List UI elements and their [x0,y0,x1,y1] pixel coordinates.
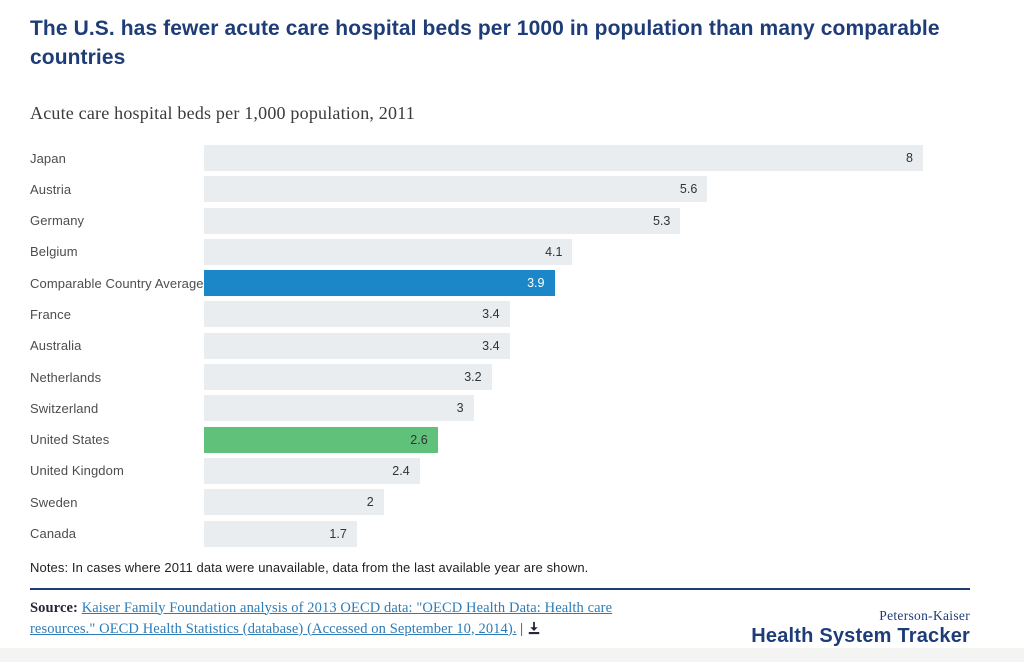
chart-row: Australia 3.4 [30,332,923,359]
bar-track: 2 [204,489,923,516]
bar-sweden: 2 [204,489,384,516]
category-label: Canada [30,526,77,542]
bar-netherlands: 3.2 [204,364,492,391]
category-label: Germany [30,213,85,229]
brand-logo: Peterson-Kaiser Health System Tracker [751,598,970,648]
bar-value-label: 3.9 [527,276,545,291]
page-title: The U.S. has fewer acute care hospital b… [30,17,940,69]
bar-track: 5.3 [204,207,923,234]
bar-value-label: 3 [456,401,464,416]
source-separator: | [520,620,524,637]
bar-japan: 8 [204,145,923,171]
category-label: Austria [30,181,72,197]
bar-track: 2.4 [204,457,923,484]
chart-row: Switzerland 3 [30,395,923,422]
chart-row: France 3.4 [30,301,923,328]
chart-row: Austria 5.6 [30,176,923,203]
category-label: Switzerland [30,400,99,416]
chart-subtitle: Acute care hospital beds per 1,000 popul… [30,103,415,123]
bar-chart: Japan 8 Austria 5.6 Germany 5.3 Belgium 4.1 Comp… [30,145,923,547]
source-link[interactable]: Kaiser Family Foundation analysis of 201… [30,599,613,637]
bar-track: 3 [204,395,923,422]
category-label: Comparable Country Average [30,275,204,291]
bar-track: 3.9 [204,270,923,297]
bar-value-label: 3.4 [482,307,500,322]
chart-row: Netherlands 3.2 [30,364,923,391]
bar-track: 8 [204,145,923,171]
page-bottom-band [0,648,1024,662]
bar-canada: 1.7 [204,520,357,547]
bar-value-label: 2.6 [410,432,428,447]
brand-line2: Health System Tracker [751,624,970,647]
chart-row: Germany 5.3 [30,207,923,234]
category-label: Japan [30,150,66,166]
bar-value-label: 5.3 [652,213,671,228]
source-text: Source: Kaiser Family Foundation analysi… [30,598,680,642]
download-icon[interactable] [527,621,541,642]
footer-divider [30,587,970,590]
bar-value-label: 3.4 [482,338,500,353]
chart-row: Sweden 2 [30,489,923,516]
chart-row: United States 2.6 [30,426,923,453]
chart-row: Comparable Country Average 3.9 [30,270,923,297]
category-label: Netherlands [30,369,102,385]
bar-comparable-country-average: 3.9 [204,270,555,297]
bar-united-states: 2.6 [204,426,438,453]
category-label: Australia [30,338,82,354]
bar-germany: 5.3 [204,207,681,234]
category-label: United Kingdom [30,463,124,479]
bar-track: 3.4 [204,332,923,359]
chart-row: Canada 1.7 [30,520,923,547]
bar-track: 1.7 [204,520,923,547]
chart-page: The U.S. has fewer acute care hospital b… [30,17,970,648]
bar-australia: 3.4 [204,332,510,359]
bar-value-label: 4.1 [545,244,563,259]
source-label: Source: [30,599,78,616]
bar-belgium: 4.1 [204,238,573,265]
bar-france: 3.4 [204,301,510,328]
bar-value-label: 5.6 [679,182,698,197]
bar-track: 3.2 [204,364,923,391]
bar-value-label: 2 [366,495,374,510]
bar-united-kingdom: 2.4 [204,457,420,484]
bar-track: 5.6 [204,176,923,203]
category-label: France [30,306,72,322]
bar-value-label: 1.7 [329,526,347,541]
bar-track: 4.1 [204,238,923,265]
chart-row: Belgium 4.1 [30,238,923,265]
category-label: United States [30,432,110,448]
bar-track: 2.6 [204,426,923,453]
bar-value-label: 3.2 [464,370,482,385]
chart-row: United Kingdom 2.4 [30,457,923,484]
bar-switzerland: 3 [204,395,474,422]
chart-row: Japan 8 [30,145,923,171]
chart-notes: Notes: In cases where 2011 data were una… [30,559,589,575]
bar-austria: 5.6 [204,176,708,203]
bar-track: 3.4 [204,301,923,328]
footer: Source: Kaiser Family Foundation analysi… [30,598,970,648]
bar-value-label: 2.4 [392,463,410,478]
brand-line1: Peterson-Kaiser [879,607,970,623]
category-label: Belgium [30,244,78,260]
bar-value-label: 8 [906,151,913,165]
category-label: Sweden [30,494,78,510]
